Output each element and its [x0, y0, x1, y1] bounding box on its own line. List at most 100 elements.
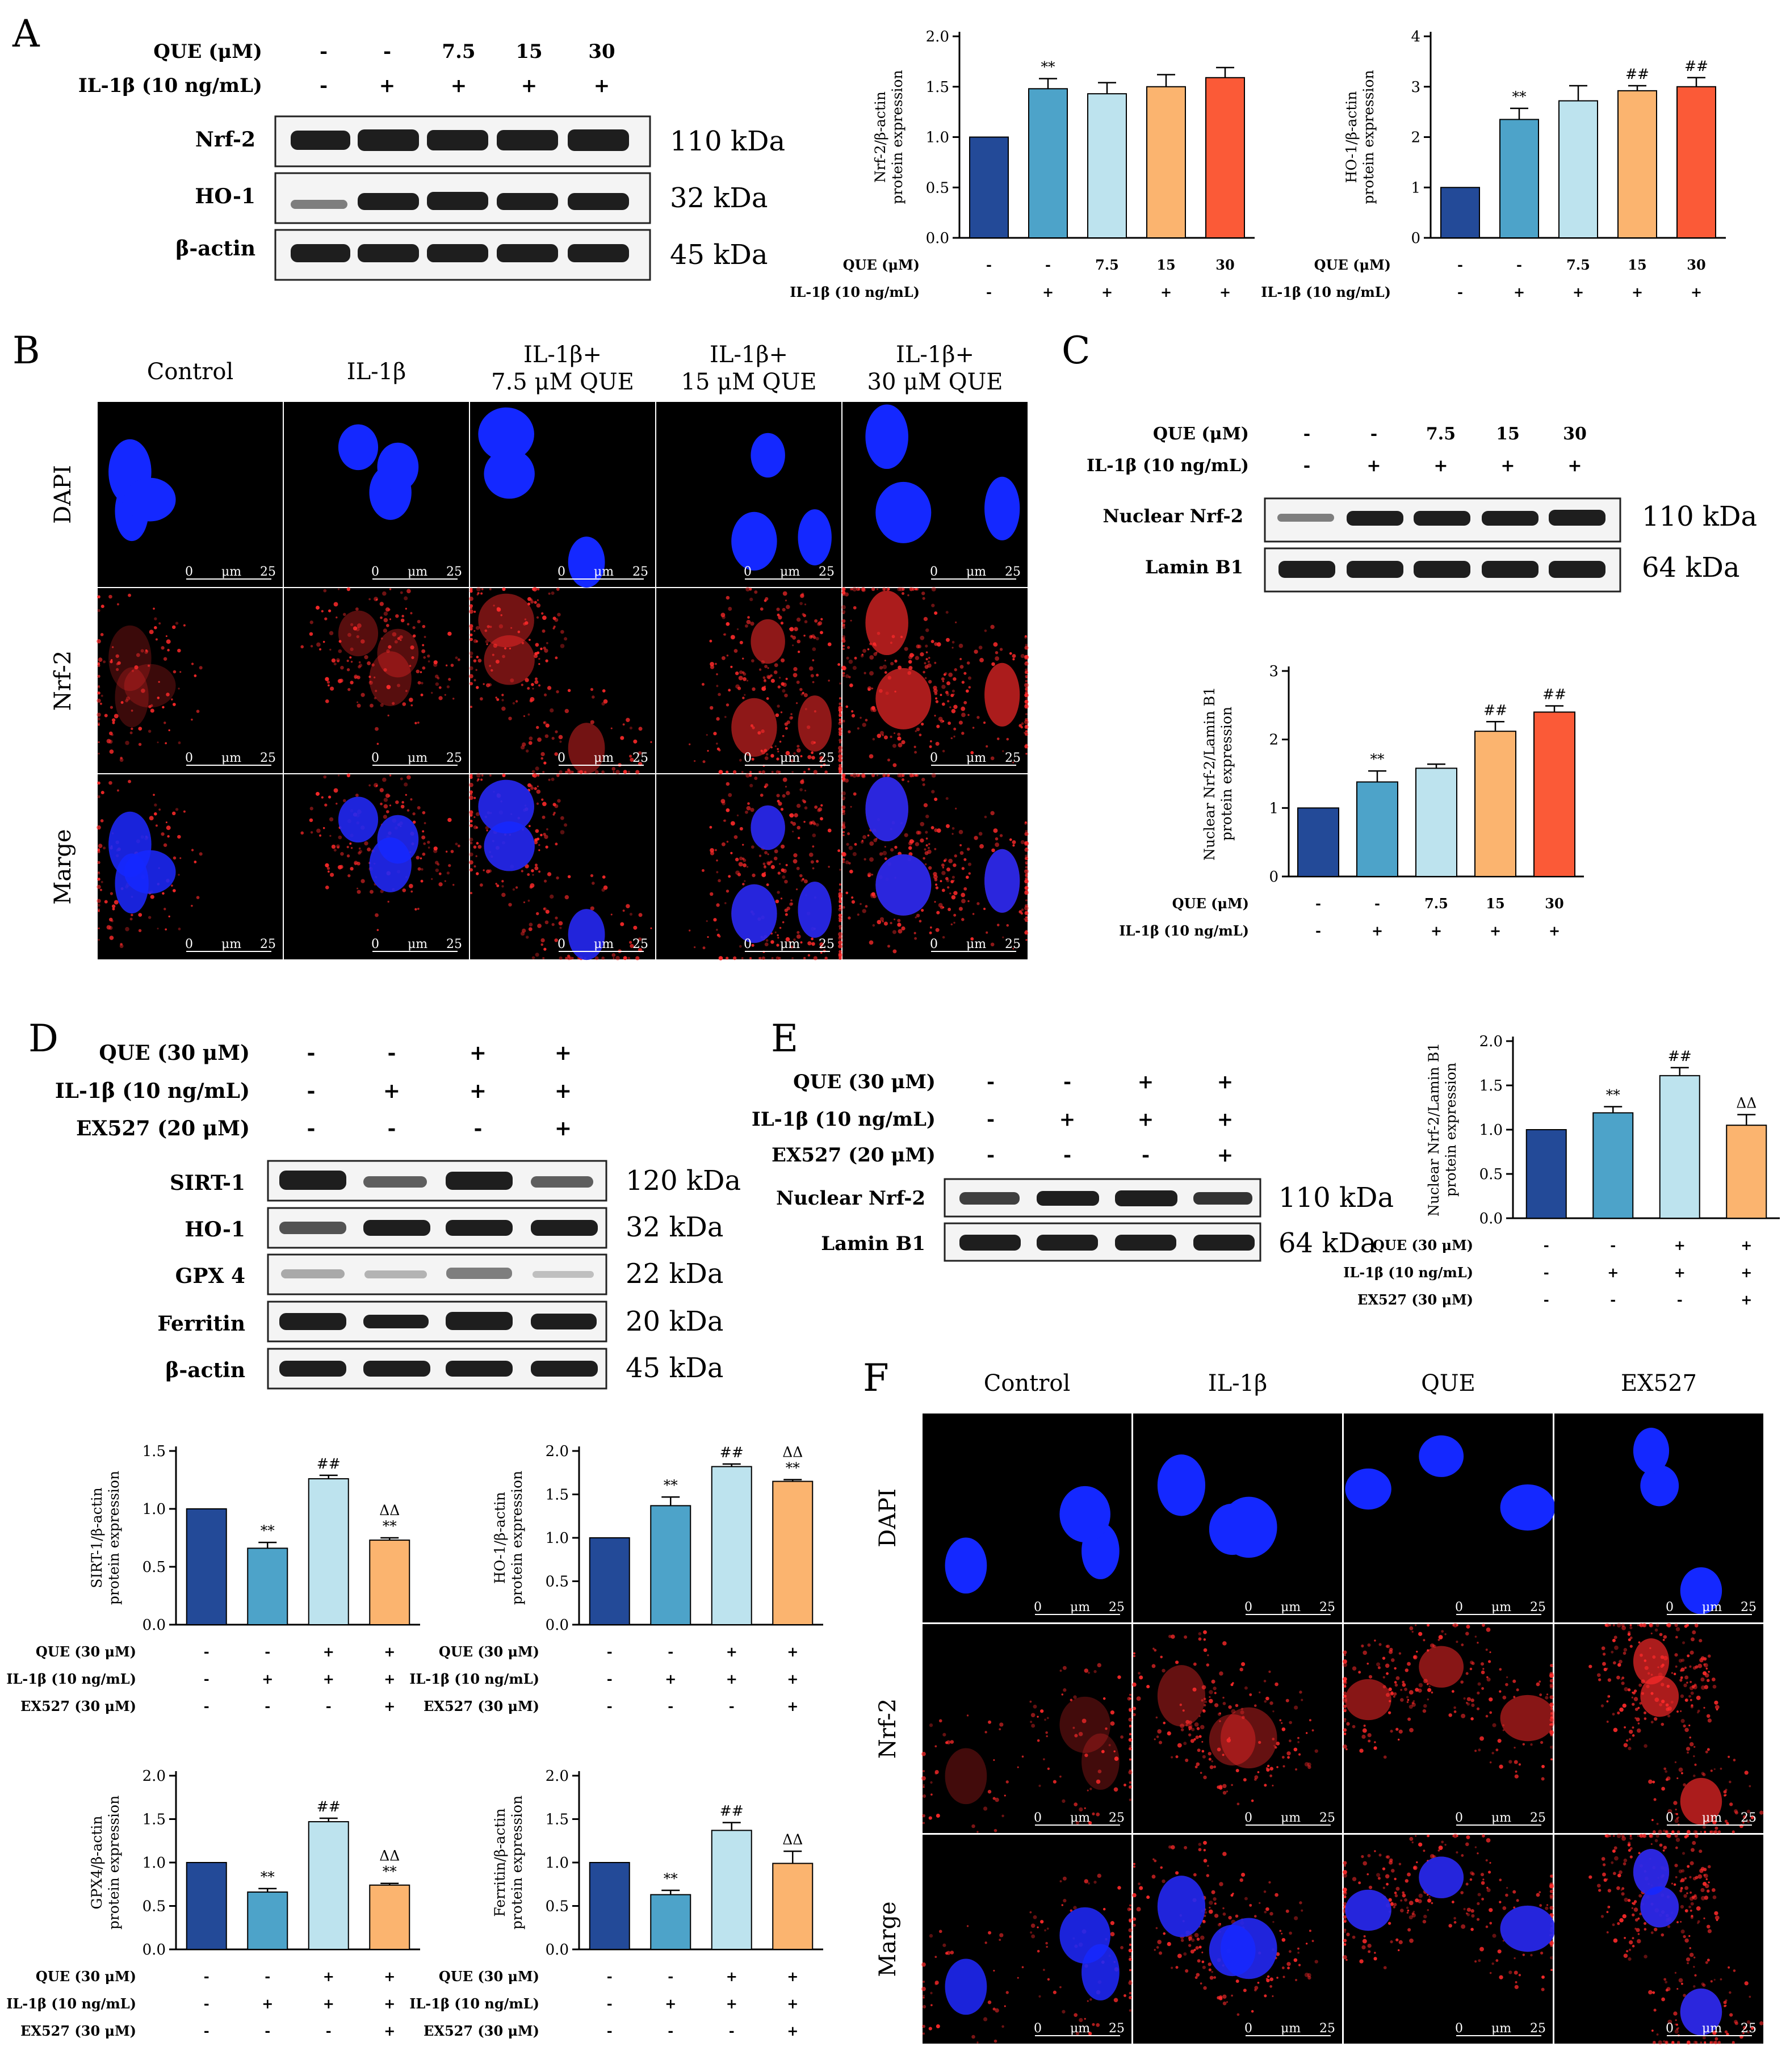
- nrf2-puncta: [1012, 840, 1016, 845]
- condition-value: +: [1217, 1144, 1234, 1167]
- nrf2-puncta: [337, 588, 340, 590]
- nrf2-puncta: [1732, 2041, 1735, 2044]
- scale-bar: 0 μm 25: [744, 937, 835, 952]
- nrf2-puncta: [532, 774, 535, 777]
- nrf2-puncta: [1514, 1774, 1519, 1779]
- blot-bands-actin-d: [279, 1361, 598, 1377]
- nrf2-puncta: [1061, 1904, 1063, 1906]
- nrf2-puncta: [108, 594, 112, 599]
- nrf2-puncta: [850, 619, 852, 622]
- nrf2-puncta: [98, 741, 100, 743]
- nrf2-puncta: [1689, 1686, 1694, 1691]
- nrf2-puncta: [1629, 1847, 1633, 1850]
- nrf2-puncta: [1667, 1809, 1672, 1814]
- nrf2-puncta: [1687, 1751, 1689, 1754]
- nrf2-puncta: [883, 774, 886, 777]
- nrf2-puncta: [1506, 1676, 1508, 1679]
- scale-bar-text: 25: [446, 751, 462, 765]
- nrf2-puncta: [949, 892, 951, 895]
- nrf2-puncta: [1367, 1733, 1372, 1738]
- nrf2-puncta: [1025, 899, 1028, 901]
- nrf2-puncta: [534, 680, 539, 685]
- nrf2-puncta: [1639, 1702, 1642, 1705]
- nrf2-puncta: [1633, 1907, 1638, 1912]
- nrf2-puncta: [1037, 1926, 1039, 1928]
- nrf2-puncta: [820, 760, 823, 763]
- nrf2-puncta: [921, 592, 925, 595]
- nrf2-puncta: [813, 770, 818, 774]
- nrf2-puncta: [946, 637, 950, 642]
- nrf2-puncta: [1362, 1939, 1367, 1944]
- nrf2-puncta: [1489, 1861, 1491, 1864]
- nrf2-puncta: [1084, 2018, 1086, 2020]
- nrf2-puncta: [1622, 1703, 1626, 1708]
- nrf2-puncta: [375, 727, 379, 731]
- nrf2-puncta: [1201, 1960, 1205, 1964]
- nrf2-puncta: [1343, 1680, 1347, 1685]
- nrf2-puncta: [856, 587, 860, 592]
- nrf2-puncta: [535, 829, 539, 833]
- nrf2-puncta: [536, 651, 540, 655]
- nrf2-puncta: [770, 940, 774, 944]
- nrf2-puncta: [741, 957, 744, 959]
- nrf2-puncta: [577, 957, 580, 959]
- nrf2-puncta: [1129, 1957, 1132, 1961]
- nrf2-puncta: [943, 859, 946, 862]
- nrf2-puncta: [469, 868, 473, 872]
- nrf2-puncta: [1466, 1907, 1471, 1912]
- nrf2-puncta: [738, 862, 743, 867]
- nrf2-puncta: [501, 694, 504, 697]
- nrf2-puncta: [1614, 1856, 1619, 1861]
- nrf2-puncta: [1502, 1729, 1504, 1731]
- nrf2-puncta: [923, 1981, 925, 1983]
- condition-value: +: [594, 74, 610, 97]
- nrf2-puncta: [1251, 1799, 1254, 1802]
- nrf2-puncta: [405, 794, 407, 796]
- nrf2-puncta: [1394, 1891, 1397, 1894]
- nrf2-puncta: [1489, 1711, 1493, 1714]
- nrf2-puncta: [392, 632, 397, 637]
- nrf2-puncta: [1649, 1834, 1654, 1838]
- nrf2-puncta: [310, 831, 313, 834]
- nrf2-puncta: [916, 831, 920, 835]
- nrf2-puncta: [802, 878, 804, 880]
- nrf2-puncta: [1495, 1959, 1499, 1962]
- nrf2-puncta: [1018, 724, 1022, 727]
- nrf2-puncta: [1263, 1680, 1267, 1683]
- nrf2-puncta: [469, 633, 473, 637]
- scale-bar-text: 0: [185, 565, 193, 579]
- nrf2-puncta: [967, 714, 970, 716]
- nrf2-puncta: [1285, 1909, 1289, 1913]
- nrf2-puncta: [515, 886, 518, 889]
- nrf2-puncta: [908, 841, 913, 846]
- nrf2-puncta: [1197, 1959, 1201, 1963]
- nrf2-puncta: [1546, 1693, 1549, 1696]
- nrf2-puncta: [1680, 1920, 1682, 1923]
- nrf2-puncta: [542, 957, 545, 960]
- nrf2-puncta: [1382, 1886, 1385, 1889]
- nrf2-puncta: [1663, 1767, 1667, 1771]
- nrf2-puncta: [983, 2017, 988, 2021]
- nucleus-dapi: [568, 909, 605, 960]
- nrf2-puncta: [1154, 1859, 1157, 1863]
- nrf2-puncta: [1703, 1874, 1706, 1877]
- condition-value: -: [1544, 1264, 1549, 1281]
- nrf2-puncta: [743, 863, 747, 867]
- micrograph-cell: 0 μm 25: [841, 587, 1029, 773]
- nrf2-puncta: [1456, 1851, 1458, 1854]
- nrf2-puncta: [839, 925, 842, 928]
- nrf2-puncta: [842, 861, 845, 863]
- nrf2-puncta: [1018, 910, 1022, 913]
- nrf2-puncta: [602, 875, 606, 879]
- nrf2-puncta: [650, 741, 652, 743]
- nrf2-puncta: [1712, 2031, 1717, 2035]
- nrf2-puncta: [1219, 1671, 1223, 1676]
- nrf2-puncta: [521, 683, 523, 686]
- nrf2-puncta: [476, 872, 479, 875]
- nrf2-puncta: [1673, 1883, 1676, 1886]
- nrf2-puncta: [1236, 1802, 1240, 1806]
- nrf2-puncta: [103, 660, 106, 664]
- nrf2-puncta: [1198, 1945, 1202, 1949]
